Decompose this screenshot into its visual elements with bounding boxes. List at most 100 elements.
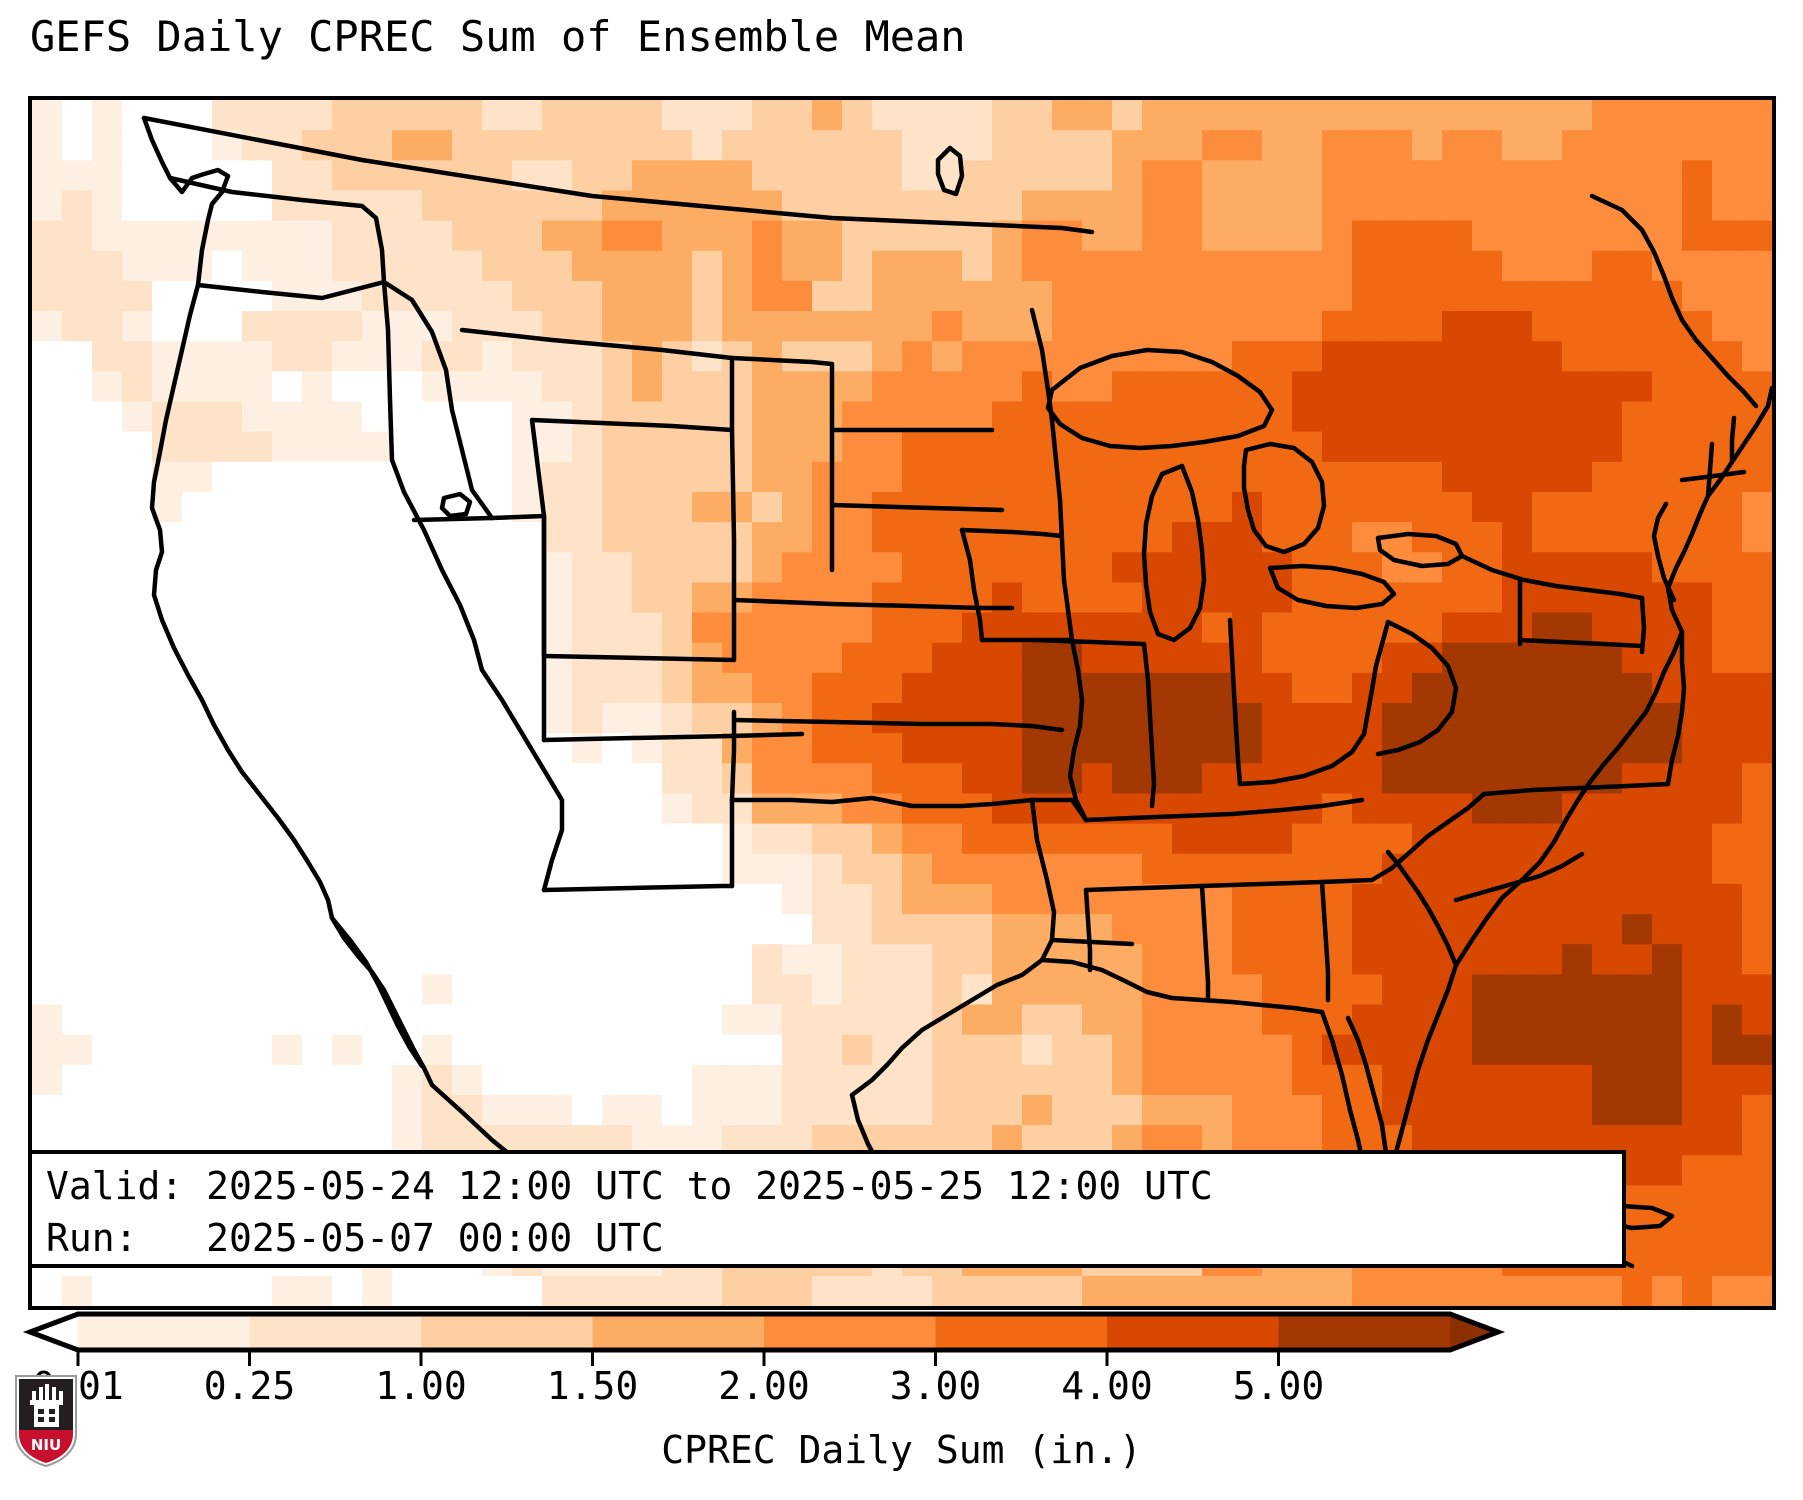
- precip-cell: [632, 974, 663, 1006]
- precip-cell: [32, 160, 63, 192]
- precip-cell: [1232, 461, 1263, 493]
- precip-cell: [1112, 552, 1143, 584]
- precip-cell: [242, 582, 273, 614]
- precip-cell: [992, 130, 1023, 161]
- precip-cell: [812, 1034, 843, 1066]
- precip-cell: [512, 914, 543, 945]
- precip-cell: [452, 793, 483, 825]
- precip-cell: [482, 461, 513, 493]
- precip-cell: [1682, 1125, 1713, 1156]
- precip-cell: [932, 853, 963, 885]
- precip-cell: [332, 371, 363, 403]
- geo-outline: [167, 175, 387, 285]
- precip-cell: [1082, 220, 1113, 252]
- precip-cell: [92, 612, 123, 644]
- precip-cell: [32, 522, 63, 553]
- precip-cell: [1022, 1094, 1053, 1126]
- precip-cell: [722, 1275, 753, 1306]
- precip-cell: [1502, 341, 1533, 373]
- precip-cell: [1292, 853, 1323, 885]
- precip-cell: [1142, 1034, 1173, 1066]
- precip-cell: [1472, 1275, 1503, 1306]
- precip-cell: [602, 974, 633, 1006]
- colorbar[interactable]: [0, 1310, 1803, 1370]
- precip-cell: [1322, 371, 1353, 403]
- precip-cell: [392, 703, 423, 734]
- precip-cell: [242, 220, 273, 252]
- precip-cell: [722, 914, 753, 945]
- precip-cell: [812, 763, 843, 795]
- geo-outline: [1375, 531, 1465, 569]
- precip-cell: [1592, 160, 1623, 192]
- geo-outline: [1385, 849, 1459, 968]
- precip-cell: [992, 401, 1023, 433]
- precip-cell: [392, 793, 423, 825]
- precip-cell: [782, 642, 813, 674]
- precip-cell: [782, 491, 813, 523]
- precip-cell: [1532, 491, 1563, 523]
- precip-cell: [1112, 311, 1143, 342]
- precip-cell: [932, 1275, 963, 1306]
- precip-cell: [962, 642, 993, 674]
- precip-cell: [722, 1094, 753, 1126]
- precip-cell: [1742, 522, 1772, 553]
- precip-cell: [812, 130, 843, 161]
- precip-cell: [1742, 1215, 1772, 1247]
- precip-cell: [302, 401, 333, 433]
- precip-cell: [812, 552, 843, 584]
- precip-cell: [1322, 642, 1353, 674]
- precip-cell: [122, 1275, 153, 1306]
- precip-cell: [1292, 883, 1323, 915]
- precip-cell: [1472, 974, 1503, 1006]
- precip-cell: [1382, 311, 1413, 342]
- precip-cell: [482, 190, 513, 222]
- precip-cell: [542, 220, 573, 252]
- precip-cell: [512, 1275, 543, 1306]
- precip-cell: [1562, 401, 1593, 433]
- precip-cell: [1742, 1004, 1772, 1036]
- precip-cell: [362, 1004, 393, 1036]
- precip-cell: [1592, 582, 1623, 614]
- precip-cell: [782, 883, 813, 915]
- precip-cell: [62, 160, 93, 192]
- precip-cell: [92, 341, 123, 373]
- precip-cell: [1622, 1125, 1653, 1156]
- precip-cell: [752, 1275, 783, 1306]
- precip-cell: [872, 190, 903, 222]
- precip-cell: [1502, 280, 1533, 312]
- precip-cell: [392, 883, 423, 915]
- precip-cell: [872, 100, 903, 131]
- precip-cell: [1352, 250, 1383, 282]
- precip-cell: [932, 612, 963, 644]
- precip-cell: [62, 280, 93, 312]
- precip-cell: [1712, 1004, 1743, 1036]
- precip-cell: [1202, 793, 1233, 825]
- precip-cell: [1622, 672, 1653, 704]
- precip-cell: [302, 311, 333, 342]
- precip-cell: [242, 371, 273, 403]
- precip-cell: [692, 491, 723, 523]
- precip-cell: [1082, 160, 1113, 192]
- precip-cell: [272, 612, 303, 644]
- precip-cell: [1262, 100, 1293, 131]
- precip-cell: [1082, 823, 1113, 855]
- precip-cell: [1592, 280, 1623, 312]
- precip-cell: [902, 1064, 933, 1096]
- precip-cell: [452, 280, 483, 312]
- precip-cell: [1412, 280, 1443, 312]
- precip-cell: [1022, 522, 1053, 553]
- precip-cell: [662, 793, 693, 825]
- geo-outline: [1241, 441, 1327, 555]
- precip-cell: [572, 793, 603, 825]
- precip-cell: [242, 100, 273, 131]
- precip-cell: [692, 883, 723, 915]
- precip-cell: [1472, 1064, 1503, 1096]
- precip-cell: [782, 160, 813, 192]
- precip-cell: [932, 461, 963, 493]
- precip-cell: [1382, 280, 1413, 312]
- precip-cell: [962, 793, 993, 825]
- precip-cell: [782, 552, 813, 584]
- precip-cell: [1652, 1245, 1683, 1277]
- precip-cell: [122, 280, 153, 312]
- precip-cell: [302, 974, 333, 1006]
